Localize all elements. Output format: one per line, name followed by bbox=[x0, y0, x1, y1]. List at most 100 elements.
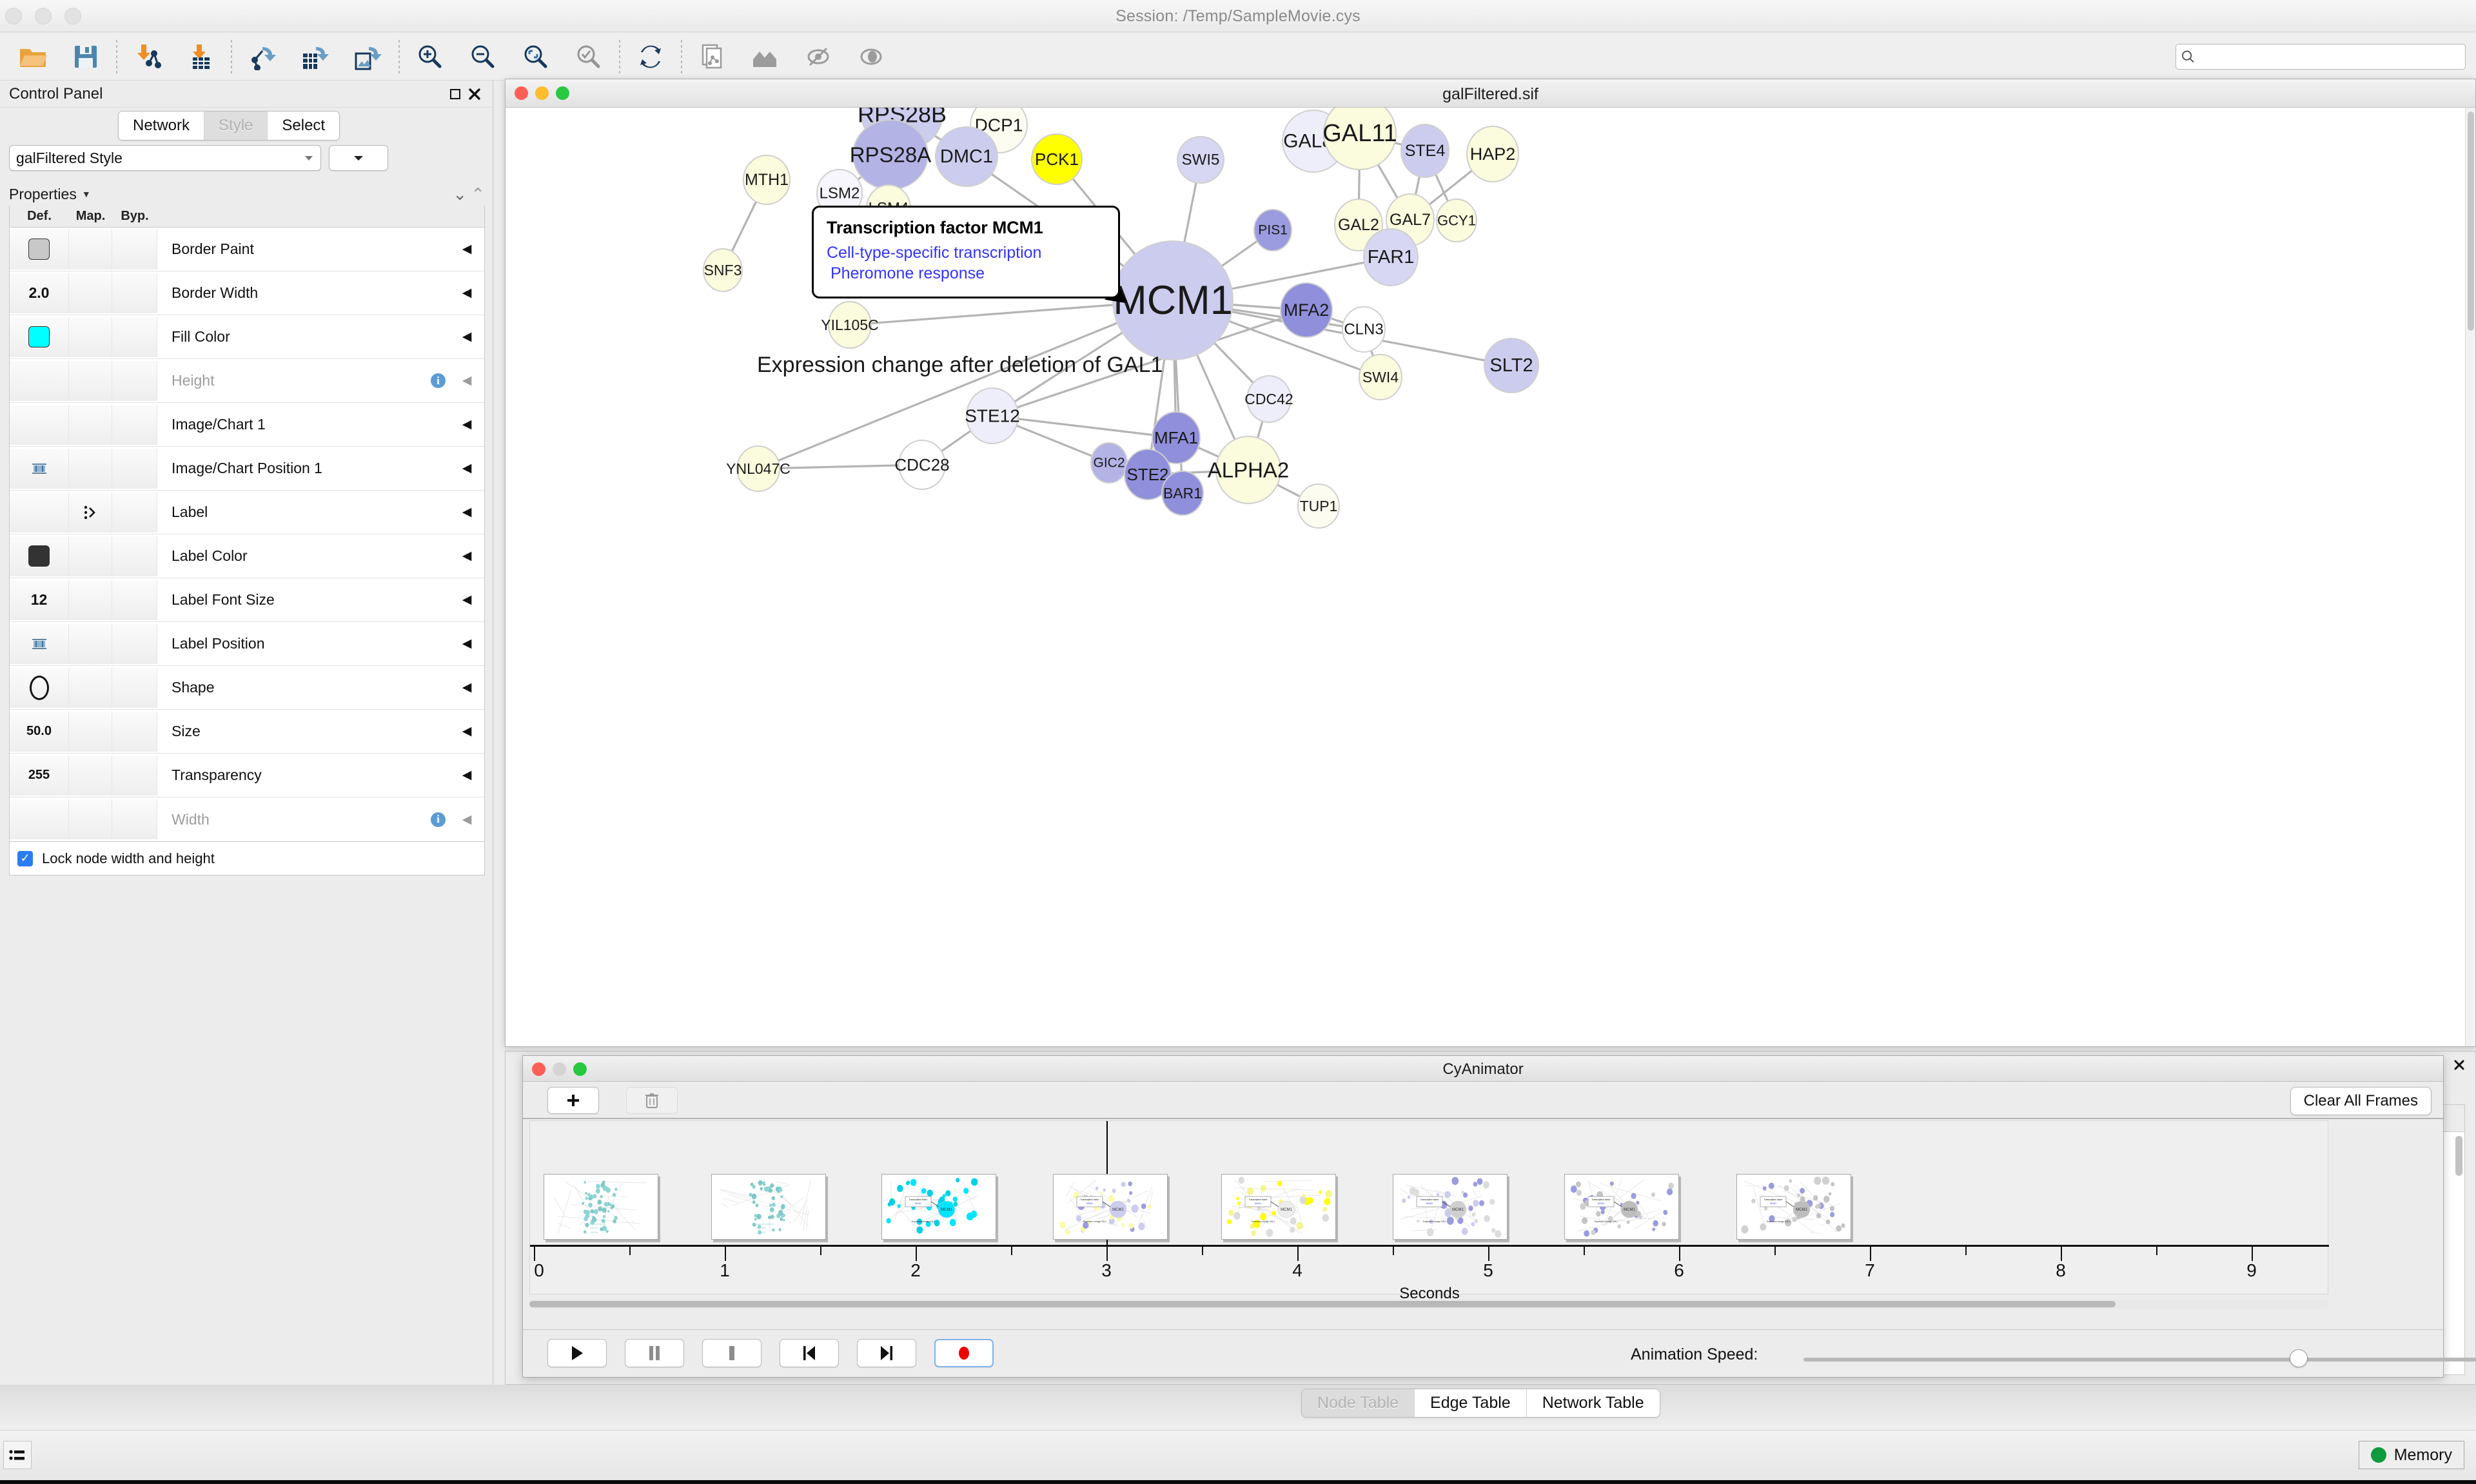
property-row[interactable]: Image/Chart 1 ◀ bbox=[10, 403, 484, 447]
close-icon[interactable] bbox=[465, 84, 484, 104]
tab-style[interactable]: Style bbox=[204, 112, 268, 140]
network-window-controls[interactable] bbox=[515, 86, 569, 100]
mapping-cell[interactable] bbox=[69, 360, 112, 401]
network-edge[interactable] bbox=[992, 309, 1307, 417]
style-options-button[interactable] bbox=[329, 145, 388, 171]
bypass-cell[interactable] bbox=[112, 492, 157, 532]
bypass-cell[interactable] bbox=[112, 623, 157, 664]
lock-checkbox[interactable]: ✓ bbox=[17, 850, 33, 866]
property-row[interactable]: 12 Label Font Size ◀ bbox=[10, 578, 484, 622]
restore-icon[interactable] bbox=[446, 84, 465, 104]
bypass-cell[interactable] bbox=[112, 404, 157, 445]
bypass-cell[interactable] bbox=[112, 711, 157, 752]
default-cell[interactable]: 12 bbox=[10, 580, 69, 620]
network-edge[interactable] bbox=[992, 415, 1177, 439]
tab-network-table[interactable]: Network Table bbox=[1526, 1389, 1660, 1417]
timeline-frame[interactable]: MCM1 Transcription factor MCM1 Expression c… bbox=[1736, 1174, 1851, 1240]
timeline-frame[interactable]: MCM1 Transcription factor MCM1 Expression c… bbox=[1564, 1174, 1680, 1240]
bypass-cell[interactable] bbox=[112, 536, 157, 576]
property-row[interactable]: Width i ◀ bbox=[10, 797, 484, 841]
style-dropdown[interactable]: galFiltered Style bbox=[9, 145, 321, 171]
export-table-icon[interactable] bbox=[289, 32, 342, 81]
cyanimator-minimize-button[interactable] bbox=[553, 1062, 566, 1076]
network-node[interactable]: SWI5 bbox=[1177, 136, 1224, 184]
timeline-frame[interactable]: Transcription factor MCM1 MCM1 bbox=[543, 1174, 658, 1240]
info-icon[interactable]: i bbox=[431, 373, 446, 388]
default-cell[interactable]: 50.0 bbox=[10, 711, 69, 752]
network-node[interactable]: MFA1 bbox=[1152, 411, 1201, 464]
bypass-cell[interactable] bbox=[112, 360, 157, 401]
mapping-cell[interactable] bbox=[69, 623, 112, 664]
default-cell[interactable] bbox=[10, 448, 69, 489]
network-node[interactable]: CDC42 bbox=[1244, 375, 1293, 423]
tab-node-table[interactable]: Node Table bbox=[1302, 1389, 1415, 1417]
property-row[interactable]: Label Color ◀ bbox=[10, 534, 484, 578]
property-row[interactable]: Height i ◀ bbox=[10, 359, 484, 403]
network-close-button[interactable] bbox=[515, 86, 528, 100]
mapping-cell[interactable] bbox=[69, 536, 112, 576]
mapping-cell[interactable] bbox=[69, 492, 112, 532]
network-node[interactable]: PIS1 bbox=[1253, 209, 1292, 251]
property-row[interactable]: Label ◀ bbox=[10, 491, 484, 534]
property-row[interactable]: Fill Color ◀ bbox=[10, 315, 484, 359]
save-icon[interactable] bbox=[59, 32, 112, 81]
property-row[interactable]: 2.0 Border Width ◀ bbox=[10, 271, 484, 315]
network-node[interactable]: GAL11 bbox=[1322, 108, 1397, 170]
network-edge[interactable] bbox=[758, 299, 1174, 470]
tab-select[interactable]: Select bbox=[268, 112, 340, 140]
bypass-cell[interactable] bbox=[112, 448, 157, 489]
bypass-cell[interactable] bbox=[112, 799, 157, 839]
network-node[interactable]: TUP1 bbox=[1297, 483, 1340, 529]
network-node[interactable]: GIC2 bbox=[1090, 442, 1128, 483]
properties-menu-icon[interactable]: ▼ bbox=[81, 189, 91, 199]
search-box[interactable] bbox=[2176, 44, 2466, 70]
expand-property-icon[interactable]: ◀ bbox=[462, 593, 472, 607]
expand-property-icon[interactable]: ◀ bbox=[462, 725, 472, 738]
os-maximize-button[interactable] bbox=[64, 8, 81, 24]
tab-network[interactable]: Network bbox=[119, 112, 205, 140]
default-cell[interactable] bbox=[10, 799, 69, 839]
property-row[interactable]: Image/Chart Position 1 ◀ bbox=[10, 447, 484, 491]
expand-property-icon[interactable]: ◀ bbox=[462, 812, 472, 826]
timeline-frame[interactable]: MCM1 Transcription factor MCM1 Expression c… bbox=[1053, 1174, 1168, 1240]
zoom-in-icon[interactable] bbox=[404, 32, 457, 81]
timeline-horizontal-scrollbar[interactable] bbox=[529, 1300, 2328, 1309]
bypass-cell[interactable] bbox=[112, 273, 157, 313]
import-network-icon[interactable] bbox=[121, 32, 174, 81]
cyanimator-window-controls[interactable] bbox=[532, 1062, 587, 1076]
mapping-icon[interactable] bbox=[83, 505, 98, 520]
network-node[interactable]: SLT2 bbox=[1484, 338, 1539, 393]
color-swatch[interactable] bbox=[28, 545, 50, 567]
animation-speed-slider[interactable] bbox=[1803, 1358, 2476, 1362]
property-row[interactable]: 255 Transparency ◀ bbox=[10, 754, 484, 797]
expand-property-icon[interactable]: ◀ bbox=[462, 418, 472, 431]
color-swatch[interactable] bbox=[28, 239, 50, 260]
default-cell[interactable] bbox=[10, 492, 69, 532]
tab-edge-table[interactable]: Edge Table bbox=[1415, 1389, 1527, 1417]
pause-button[interactable] bbox=[625, 1339, 684, 1367]
default-cell[interactable] bbox=[10, 317, 69, 357]
property-row[interactable]: Shape ◀ bbox=[10, 666, 484, 710]
task-list-icon[interactable] bbox=[3, 1441, 32, 1469]
table-scrollbar-thumb[interactable] bbox=[2455, 1136, 2462, 1176]
record-button[interactable] bbox=[934, 1339, 994, 1367]
table-tabs[interactable]: Node Table Edge Table Network Table bbox=[1301, 1389, 1660, 1418]
collapse-all-icon[interactable]: ⌃ bbox=[471, 184, 485, 204]
prev-frame-button[interactable] bbox=[780, 1339, 839, 1367]
os-close-button[interactable] bbox=[5, 8, 22, 24]
mapping-cell[interactable] bbox=[69, 273, 112, 313]
network-node[interactable]: YIL105C bbox=[821, 301, 879, 349]
property-row[interactable]: Border Paint ◀ bbox=[10, 228, 484, 271]
cyanimator-close-button[interactable] bbox=[532, 1062, 545, 1076]
network-node[interactable]: SNF3 bbox=[703, 248, 743, 292]
animation-speed-thumb[interactable] bbox=[2290, 1349, 2308, 1367]
export-network-icon[interactable] bbox=[236, 32, 289, 81]
network-node[interactable]: LSM2 bbox=[816, 169, 863, 218]
zoom-selected-icon[interactable] bbox=[509, 32, 562, 81]
default-cell[interactable] bbox=[10, 229, 69, 269]
default-cell[interactable] bbox=[10, 623, 69, 664]
info-icon[interactable]: i bbox=[431, 812, 446, 827]
expand-property-icon[interactable]: ◀ bbox=[462, 768, 472, 782]
os-minimize-button[interactable] bbox=[35, 8, 52, 24]
network-node[interactable]: HAP2 bbox=[1466, 126, 1519, 182]
